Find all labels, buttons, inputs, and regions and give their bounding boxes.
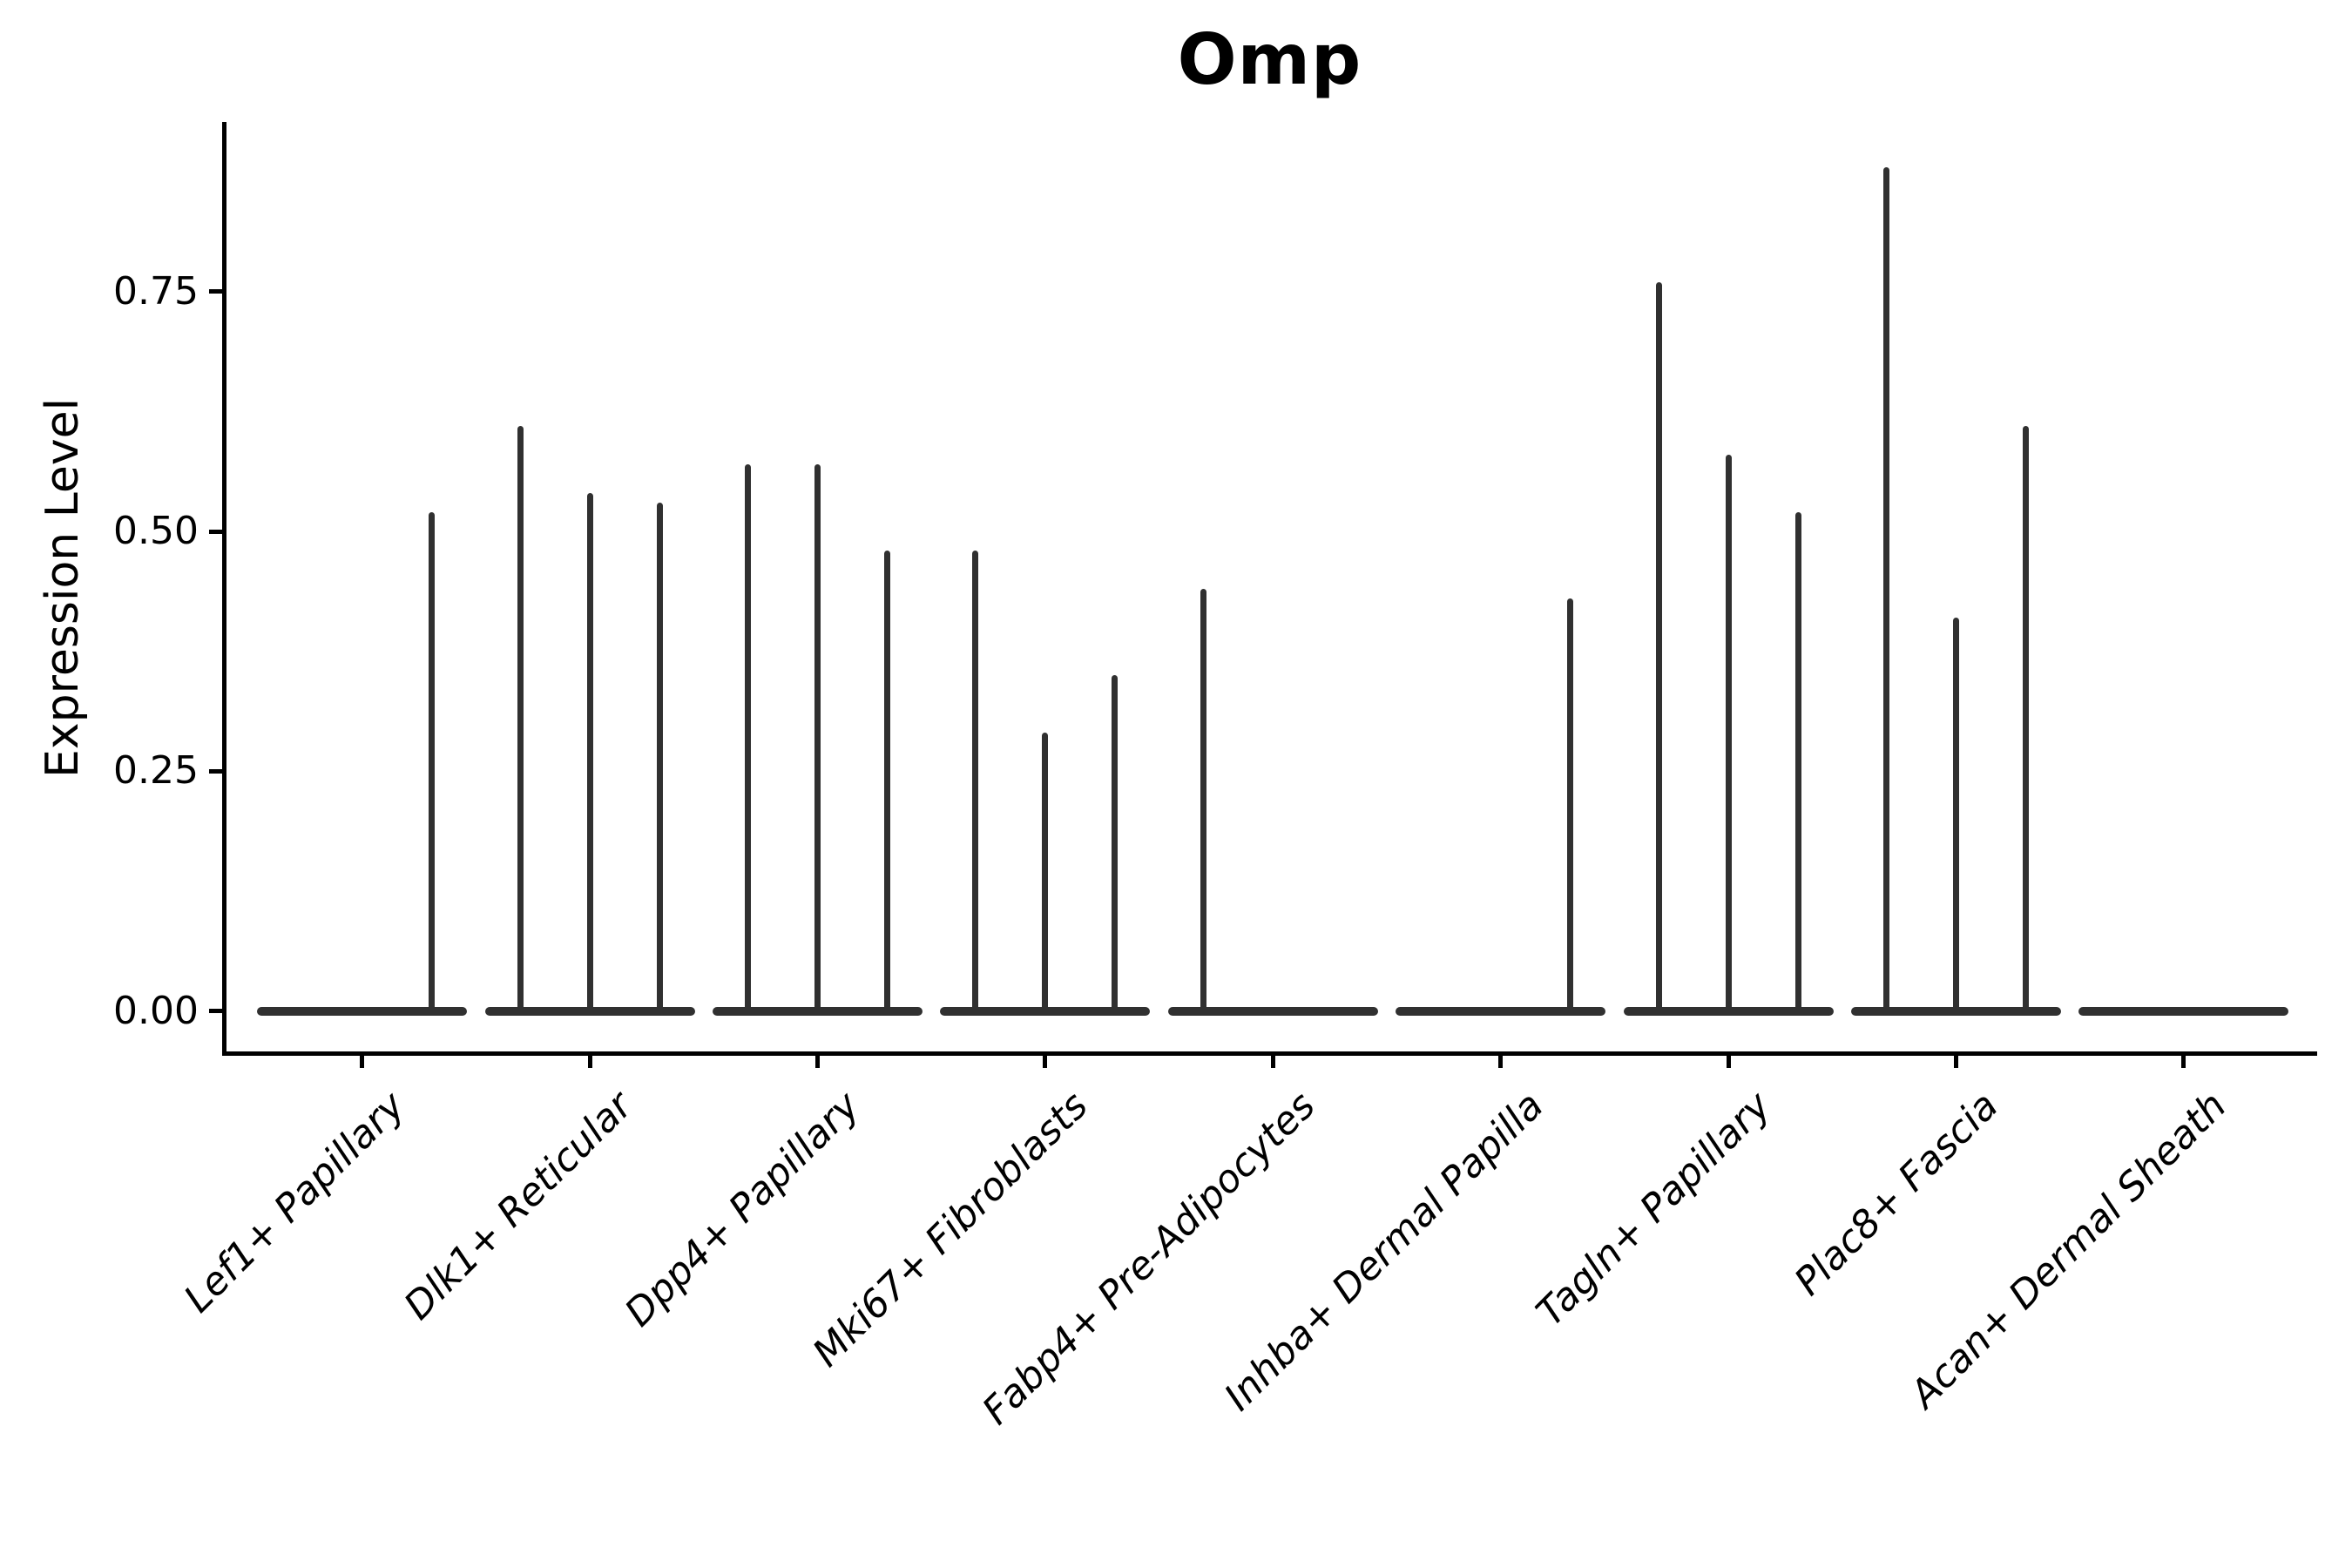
chart-title: Omp [1177,19,1362,100]
violin-spike [429,512,436,1016]
violin-spike [883,551,890,1016]
violin-spike [1567,598,1574,1016]
y-tick-mark [209,1009,222,1014]
y-tick-label: 0.50 [113,509,199,554]
violin-spike [517,425,524,1016]
violin-spike [1655,281,1662,1016]
x-tick-mark [2181,1055,2186,1068]
violin-spike [1200,589,1206,1016]
x-axis-spine [222,1051,2317,1056]
y-axis-spine [222,122,226,1055]
x-tick-mark [1498,1055,1504,1068]
violin-spike [1794,512,1801,1016]
violin-baseline [1396,1006,1606,1016]
violin-spike [1725,455,1732,1016]
violin-spike [656,503,663,1016]
y-tick-mark [209,529,222,534]
x-tick-mark [1953,1055,1958,1068]
x-tick-mark [1043,1055,1048,1068]
x-tick-mark [587,1055,592,1068]
violin-spike [586,493,593,1016]
x-tick-mark [360,1055,365,1068]
violin-spike [1882,166,1889,1016]
y-tick-mark [209,768,222,774]
x-tick-mark [1270,1055,1275,1068]
y-tick-label: 0.25 [113,748,199,794]
y-axis-label: Expression Level [37,397,89,778]
y-tick-label: 0.75 [113,268,199,314]
violin-spike [972,551,979,1016]
violin-spike [744,464,751,1016]
violin-spike [1952,618,1959,1016]
violin-baseline [257,1006,468,1016]
y-tick-mark [209,289,222,294]
violin-baseline [2078,1006,2289,1016]
violin-spike [1042,733,1049,1016]
y-tick-label: 0.00 [113,988,199,1033]
x-tick-mark [1726,1055,1731,1068]
violin-spike [1112,675,1119,1016]
violin-spike [2022,425,2029,1016]
violin-baseline [1167,1006,1378,1016]
x-tick-mark [814,1055,820,1068]
violin-spike [814,464,821,1016]
